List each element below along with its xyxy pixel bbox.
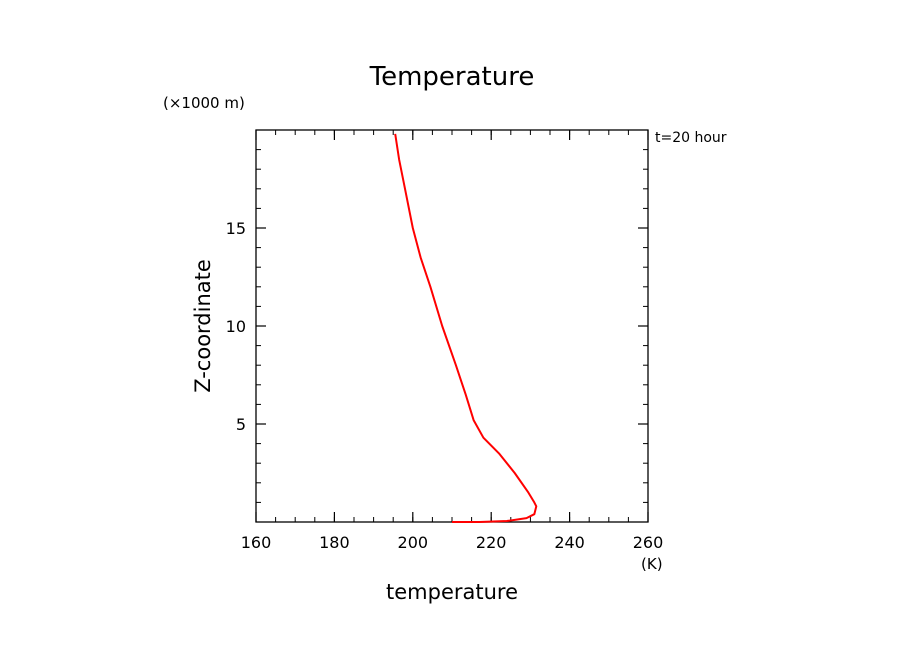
x-tick-label: 260: [633, 533, 664, 552]
x-unit-label: (K): [641, 555, 663, 573]
y-tick-label: 10: [226, 317, 246, 336]
y-tick-label: 15: [226, 219, 246, 238]
x-tick-labels: 160 180 200 220 240 260: [241, 533, 664, 552]
y-tick-labels: 5 10 15: [226, 219, 246, 434]
x-tick-label: 160: [241, 533, 272, 552]
data-series: [394, 133, 538, 523]
chart-title: Temperature: [369, 62, 535, 92]
y-tick-label: 5: [236, 415, 246, 434]
x-axis-label: temperature: [386, 580, 518, 604]
time-annotation: t=20 hour: [655, 130, 727, 146]
y-axis-label: Z-coordinate: [191, 259, 215, 393]
x-tick-label: 180: [319, 533, 350, 552]
temperature-profile-line: [394, 133, 538, 523]
x-tick-label: 200: [398, 533, 429, 552]
axes: [255, 129, 649, 523]
y-unit-label: (×1000 m): [163, 94, 245, 112]
x-tick-label: 220: [476, 533, 507, 552]
plot-frame: [255, 129, 649, 523]
x-tick-label: 240: [554, 533, 585, 552]
